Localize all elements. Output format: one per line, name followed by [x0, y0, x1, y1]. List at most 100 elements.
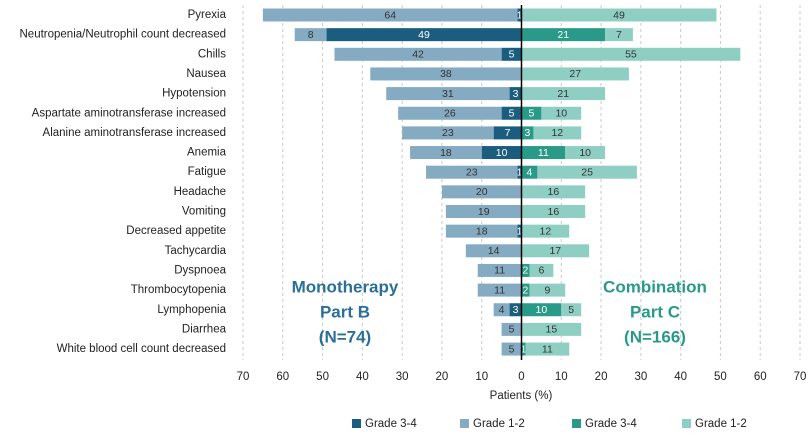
annotation: (N=74)	[319, 327, 371, 346]
data-label: 25	[581, 166, 593, 178]
data-label: 7	[505, 127, 511, 139]
data-label: 5	[509, 49, 515, 61]
bar-segment	[529, 263, 554, 277]
data-label: 12	[540, 225, 552, 237]
data-label: 49	[418, 29, 430, 41]
data-label: 14	[488, 245, 500, 257]
x-tick-label: 60	[754, 371, 767, 383]
bar-segment	[521, 87, 606, 101]
category-label: Headache	[174, 186, 226, 198]
bar-segment	[521, 67, 629, 81]
data-label: 18	[476, 225, 488, 237]
bar-segment	[525, 342, 570, 356]
bar-segment	[521, 47, 741, 61]
category-label: Nausea	[186, 68, 226, 80]
bar-segment	[521, 146, 566, 160]
data-label: 5	[529, 108, 535, 120]
category-label: Thrombocytopenia	[131, 284, 227, 296]
bar-segment	[465, 244, 522, 258]
data-label: 49	[613, 9, 625, 21]
bar-segment	[501, 342, 522, 356]
bar-segment	[605, 28, 633, 42]
data-label: 20	[476, 186, 488, 198]
data-label: 11	[538, 147, 549, 159]
bar-segment	[493, 303, 510, 317]
annotation: (N=166)	[624, 327, 686, 346]
data-label: 17	[549, 245, 561, 257]
category-label: Alanine aminotransferase increased	[43, 127, 226, 139]
data-label: 27	[569, 68, 581, 80]
bar-segment	[262, 8, 518, 22]
data-label: 11	[494, 284, 505, 296]
legend-label: Grade 3-4	[585, 418, 637, 430]
bar-segment	[521, 205, 586, 218]
data-label: 7	[616, 29, 622, 41]
category-label: White blood cell count decreased	[57, 343, 226, 355]
bar-segment	[517, 8, 522, 22]
category-label: Diarrhea	[182, 323, 227, 335]
x-tick-label: 70	[794, 371, 807, 383]
bar-segment	[521, 28, 606, 42]
data-label: 6	[538, 265, 544, 277]
bar-segment	[521, 8, 717, 22]
data-label: 16	[547, 206, 559, 218]
x-tick-label: 50	[714, 371, 727, 383]
bar-segment	[521, 244, 590, 258]
annotation: Combination	[603, 277, 707, 296]
x-tick-label: 20	[436, 371, 449, 383]
x-tick-label: 10	[475, 371, 488, 383]
data-label: 3	[525, 127, 531, 139]
bar-segment	[529, 283, 566, 297]
bar-segment	[565, 146, 606, 160]
bar-segment	[537, 165, 637, 179]
data-label: 3	[513, 304, 519, 316]
data-label: 21	[557, 29, 569, 41]
bar-segment	[402, 126, 494, 140]
data-label: 1	[517, 9, 523, 21]
data-label: 38	[440, 68, 452, 80]
legend-label: Grade 1-2	[695, 418, 747, 430]
x-tick-label: 20	[595, 371, 608, 383]
bar-segment	[501, 47, 522, 61]
category-label: Chills	[198, 48, 226, 60]
data-label: 31	[442, 88, 454, 100]
bar-segment	[334, 47, 502, 61]
legend-label: Grade 3-4	[365, 418, 417, 430]
bar-segment	[561, 303, 582, 317]
annotation: Monotherapy	[292, 277, 399, 296]
bar-segment	[426, 165, 518, 179]
bar-segment	[521, 165, 538, 179]
data-label: 1	[517, 166, 523, 178]
data-label: 5	[509, 108, 515, 120]
bar-segment	[533, 126, 582, 140]
bar-segment	[521, 263, 530, 277]
bar-segment	[501, 106, 522, 120]
data-label: 21	[557, 88, 569, 100]
data-label: 42	[412, 49, 424, 61]
category-label: Decreased appetite	[126, 225, 226, 237]
bar-segment	[521, 303, 562, 317]
data-label: 5	[509, 324, 515, 336]
bar-segment	[521, 126, 534, 140]
bar-segment	[445, 205, 522, 218]
x-tick-label: 10	[555, 371, 568, 383]
bar-segment	[445, 224, 518, 238]
x-axis-label: Patients (%)	[490, 390, 553, 402]
x-tick-label: 30	[396, 371, 409, 383]
data-label: 11	[542, 343, 553, 355]
bar-segment	[441, 185, 522, 199]
data-label: 16	[547, 186, 559, 198]
data-label: 2	[523, 284, 529, 296]
data-label: 26	[444, 108, 456, 120]
x-tick-label: 30	[634, 371, 647, 383]
category-label: Lymphopenia	[157, 304, 226, 316]
x-tick-label: 40	[674, 371, 687, 383]
data-label: 3	[513, 88, 519, 100]
x-tick-label: 40	[356, 371, 369, 383]
bar-segment	[521, 342, 526, 356]
bar-segment	[521, 283, 530, 297]
data-label: 15	[545, 324, 557, 336]
legend-swatch	[460, 419, 469, 428]
data-label: 5	[509, 343, 515, 355]
bar-segment	[477, 263, 522, 277]
